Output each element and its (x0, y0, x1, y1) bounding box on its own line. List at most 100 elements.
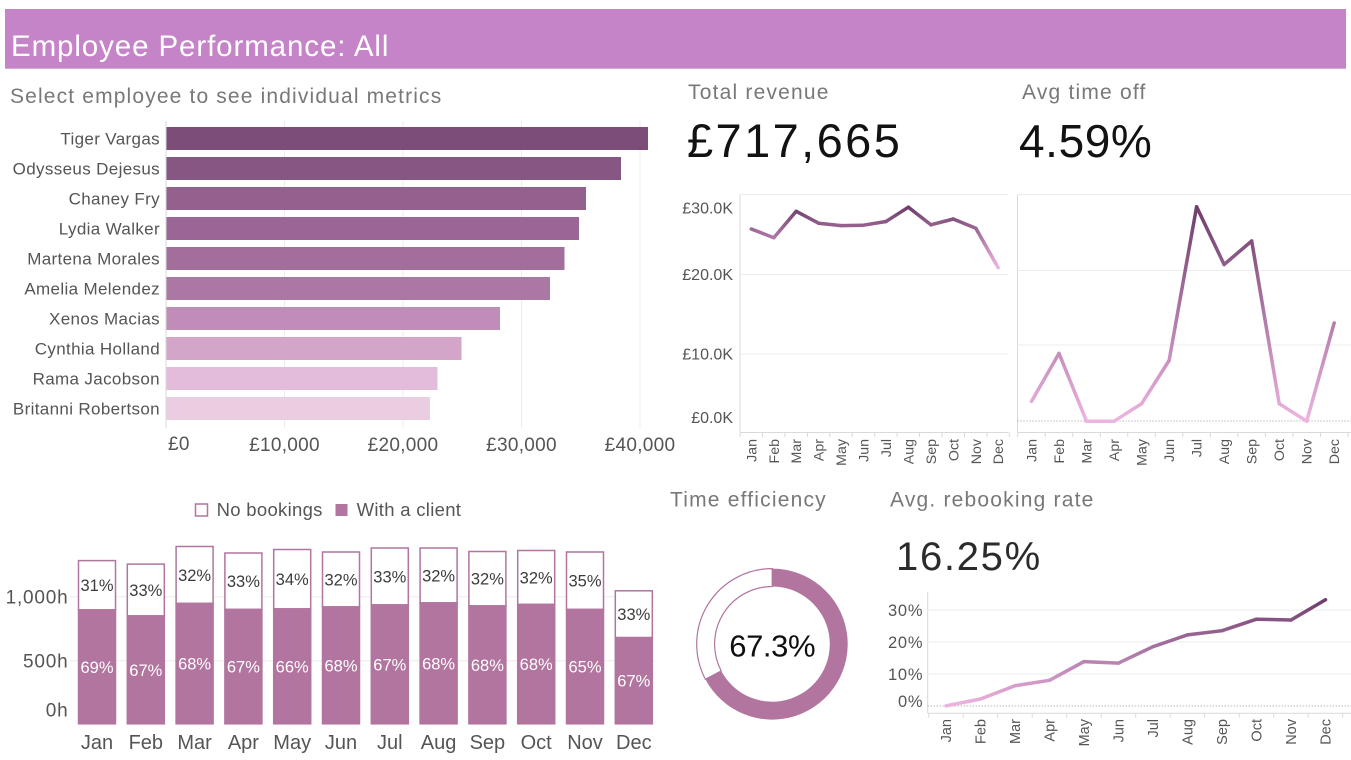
svg-text:20%: 20% (888, 634, 923, 652)
svg-text:32%: 32% (422, 568, 455, 586)
svg-text:Dec: Dec (1319, 719, 1335, 745)
svg-text:31%: 31% (80, 577, 113, 595)
svg-text:Nov: Nov (1300, 438, 1316, 464)
svg-text:69%: 69% (80, 659, 113, 677)
svg-text:0h: 0h (46, 701, 69, 722)
svg-text:May: May (834, 438, 850, 466)
svg-text:Jun: Jun (857, 439, 873, 462)
svg-text:Aug: Aug (1217, 439, 1233, 464)
svg-text:33%: 33% (227, 573, 260, 591)
svg-text:Avg. rebooking rate: Avg. rebooking rate (890, 489, 1095, 512)
svg-text:16.25%: 16.25% (896, 535, 1042, 579)
svg-text:66%: 66% (276, 658, 309, 676)
svg-text:32%: 32% (178, 567, 211, 585)
svg-text:May: May (1077, 718, 1093, 746)
svg-text:67%: 67% (227, 659, 260, 677)
svg-text:0%: 0% (898, 693, 923, 711)
svg-text:Xenos Macias: Xenos Macias (49, 310, 160, 329)
svg-text:Odysseus Dejesus: Odysseus Dejesus (13, 160, 160, 179)
svg-text:Lydia Walker: Lydia Walker (59, 220, 160, 239)
svg-text:32%: 32% (520, 570, 553, 588)
svg-text:Sep: Sep (924, 439, 940, 464)
svg-text:Jun: Jun (1112, 719, 1128, 742)
svg-text:67%: 67% (129, 662, 162, 680)
svg-text:Britanni Robertson: Britanni Robertson (13, 400, 160, 419)
svg-text:34%: 34% (276, 571, 309, 589)
svg-text:No bookings: No bookings (217, 499, 323, 520)
svg-text:Sep: Sep (1215, 719, 1231, 745)
svg-text:Chaney Fry: Chaney Fry (69, 190, 161, 209)
svg-text:67%: 67% (617, 673, 650, 691)
svg-text:Cynthia Holland: Cynthia Holland (35, 340, 160, 359)
svg-text:Oct: Oct (1272, 439, 1288, 461)
svg-text:Nov: Nov (567, 732, 603, 754)
svg-text:Aug: Aug (901, 439, 917, 464)
svg-text:Jan: Jan (744, 439, 760, 462)
svg-text:Mar: Mar (177, 732, 212, 754)
svg-text:10%: 10% (888, 666, 923, 684)
svg-text:68%: 68% (520, 656, 553, 674)
svg-text:4.59%: 4.59% (1019, 115, 1152, 167)
svg-text:Dec: Dec (1327, 439, 1343, 464)
svg-text:Dec: Dec (616, 732, 652, 754)
svg-text:Feb: Feb (767, 439, 783, 464)
svg-text:£717,665: £717,665 (687, 114, 902, 167)
svg-text:Employee Performance: All: Employee Performance: All (11, 30, 389, 63)
svg-text:Total revenue: Total revenue (688, 81, 830, 104)
svg-text:£20.0K: £20.0K (682, 267, 733, 284)
svg-text:Tiger Vargas: Tiger Vargas (60, 130, 160, 149)
svg-text:May: May (1135, 438, 1151, 466)
svg-text:33%: 33% (373, 569, 406, 587)
svg-text:Jan: Jan (1025, 439, 1041, 462)
svg-text:£40,000: £40,000 (605, 435, 676, 456)
svg-text:Apr: Apr (228, 732, 259, 754)
svg-text:£10.0K: £10.0K (682, 347, 733, 364)
svg-text:With a client: With a client (357, 499, 462, 520)
svg-text:68%: 68% (471, 657, 504, 675)
svg-text:Oct: Oct (1250, 719, 1266, 742)
svg-text:May: May (273, 732, 311, 754)
svg-text:£20,000: £20,000 (368, 435, 439, 456)
svg-text:68%: 68% (178, 656, 211, 674)
svg-text:Jun: Jun (1162, 439, 1178, 462)
svg-text:£30,000: £30,000 (486, 435, 557, 456)
svg-text:Avg time off: Avg time off (1022, 81, 1147, 104)
svg-text:Jan: Jan (939, 719, 955, 742)
svg-text:£30.0K: £30.0K (682, 201, 733, 218)
svg-text:Dec: Dec (991, 439, 1007, 464)
svg-text:Nov: Nov (1284, 718, 1300, 745)
svg-text:Sep: Sep (470, 732, 506, 754)
svg-text:£10,000: £10,000 (249, 435, 320, 456)
svg-text:Aug: Aug (421, 732, 457, 754)
svg-text:Apr: Apr (812, 439, 828, 461)
svg-text:Jul: Jul (1146, 719, 1162, 738)
svg-text:Feb: Feb (129, 732, 163, 754)
svg-text:Sep: Sep (1245, 439, 1261, 464)
svg-text:Mar: Mar (1008, 719, 1024, 744)
svg-text:Mar: Mar (789, 439, 805, 464)
svg-text:68%: 68% (422, 655, 455, 673)
svg-text:Jul: Jul (1190, 439, 1206, 457)
svg-text:1,000h: 1,000h (6, 587, 69, 608)
svg-text:35%: 35% (568, 573, 601, 591)
svg-text:33%: 33% (617, 606, 650, 624)
svg-text:£0.0K: £0.0K (691, 410, 733, 427)
svg-text:500h: 500h (23, 651, 68, 672)
svg-text:Oct: Oct (521, 732, 553, 754)
svg-text:68%: 68% (324, 657, 357, 675)
svg-text:Martena Morales: Martena Morales (27, 250, 160, 269)
svg-text:Jun: Jun (325, 732, 357, 754)
svg-text:Mar: Mar (1080, 439, 1096, 464)
svg-text:Feb: Feb (1052, 439, 1068, 464)
svg-text:Time efficiency: Time efficiency (670, 489, 827, 512)
svg-text:£0: £0 (168, 434, 190, 455)
svg-text:Rama Jacobson: Rama Jacobson (33, 370, 160, 389)
svg-text:Jan: Jan (81, 732, 113, 754)
svg-text:Select employee to see individ: Select employee to see individual metric… (10, 85, 442, 108)
svg-text:Jul: Jul (879, 439, 895, 457)
svg-text:67.3%: 67.3% (729, 629, 815, 664)
svg-text:67%: 67% (373, 656, 406, 674)
svg-text:32%: 32% (324, 572, 357, 590)
svg-text:33%: 33% (129, 582, 162, 600)
svg-text:Amelia Melendez: Amelia Melendez (24, 280, 160, 299)
